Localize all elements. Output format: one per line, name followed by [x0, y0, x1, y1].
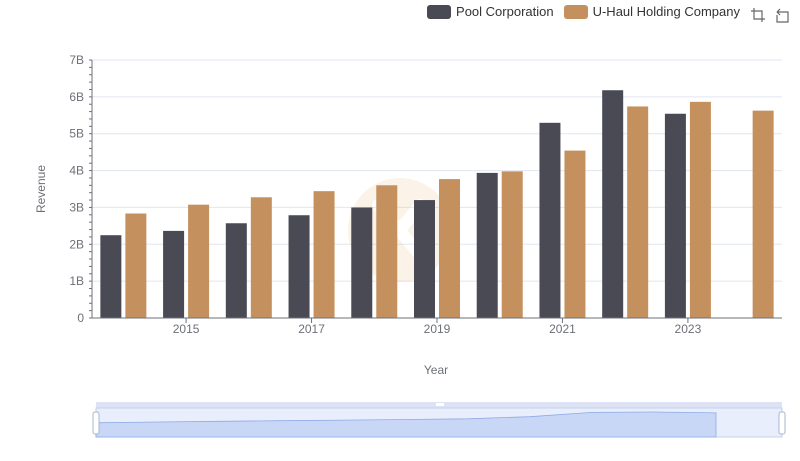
bar-pool [664, 113, 686, 318]
legend-item-pool-corporation[interactable]: Pool Corporation [427, 4, 554, 19]
bar-pool [476, 172, 498, 318]
bar-pool [225, 223, 247, 318]
bar-pool [602, 90, 624, 319]
legend-label-pool-corporation: Pool Corporation [456, 4, 554, 19]
y-tick-label: 1B [69, 274, 84, 288]
datazoom-handle-left[interactable] [92, 411, 100, 435]
y-tick-label: 6B [69, 90, 84, 104]
datazoom-handle-right[interactable] [778, 411, 786, 435]
bar-uhaul [250, 197, 272, 318]
x-tick-label: 2019 [424, 322, 451, 336]
x-tick-label: 2023 [675, 322, 702, 336]
bar-uhaul [188, 204, 210, 318]
legend-item-u-haul[interactable]: U-Haul Holding Company [563, 4, 740, 19]
bar-pool [414, 200, 435, 318]
bar-pool [163, 230, 185, 318]
legend: Pool Corporation U-Haul Holding Company [427, 4, 740, 19]
toolbox [750, 7, 790, 23]
bar-uhaul [439, 179, 460, 318]
bar-uhaul [752, 110, 774, 318]
x-axis-title: Year [424, 363, 448, 377]
y-tick-label: 5B [69, 127, 84, 141]
restore-icon[interactable] [774, 7, 790, 23]
bar-uhaul [689, 101, 711, 319]
y-tick-label: 0 [77, 311, 84, 325]
x-tick-label: 2015 [173, 322, 200, 336]
bar-uhaul [376, 185, 398, 318]
legend-swatch-pool-corporation [427, 4, 452, 19]
x-tick-label: 2021 [549, 322, 576, 336]
x-tick-label: 2017 [298, 322, 325, 336]
zoom-icon[interactable] [750, 7, 766, 23]
y-tick-label: 3B [69, 200, 84, 214]
bar-pool [351, 207, 373, 318]
bar-uhaul [125, 213, 147, 318]
datazoom-grip [436, 403, 444, 406]
bar-pool [100, 235, 122, 318]
bar-uhaul [501, 171, 523, 318]
y-tick-label: 2B [69, 237, 84, 251]
y-tick-label: 7B [69, 53, 84, 67]
datazoom-preview [95, 411, 717, 438]
bar-pool [288, 215, 310, 318]
bar-uhaul [313, 191, 335, 318]
y-tick-label: 4B [69, 164, 84, 178]
bar-uhaul [564, 150, 586, 318]
legend-swatch-u-haul [563, 4, 588, 19]
legend-label-u-haul: U-Haul Holding Company [592, 4, 740, 19]
bar-uhaul [627, 106, 649, 318]
bar-pool [539, 122, 561, 318]
y-axis-title: Revenue [34, 165, 48, 213]
